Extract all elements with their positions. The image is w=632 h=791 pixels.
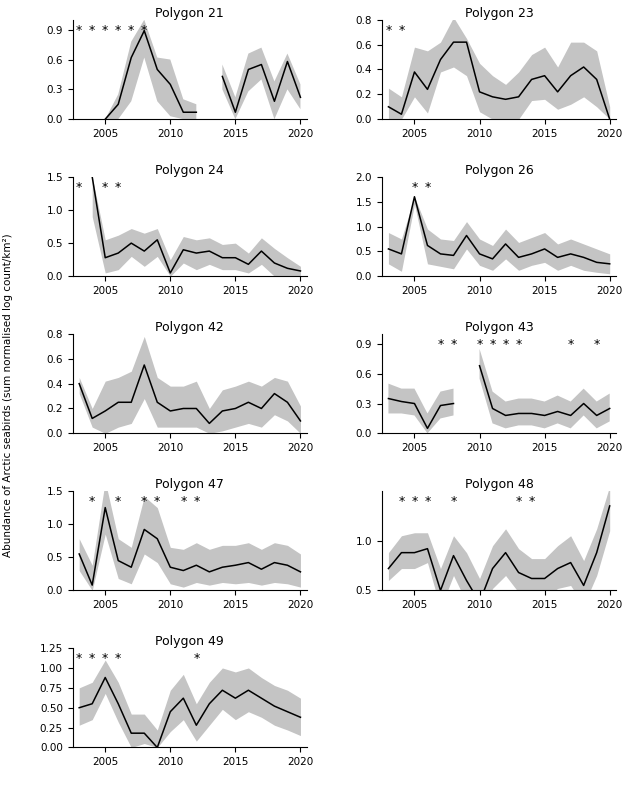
Text: *: * bbox=[516, 495, 521, 508]
Text: *: * bbox=[141, 495, 147, 508]
Text: *: * bbox=[89, 24, 95, 36]
Text: *: * bbox=[193, 495, 200, 508]
Text: *: * bbox=[398, 24, 404, 36]
Text: *: * bbox=[76, 24, 82, 36]
Text: *: * bbox=[128, 24, 135, 36]
Text: *: * bbox=[115, 495, 121, 508]
Text: *: * bbox=[115, 24, 121, 36]
Text: *: * bbox=[516, 338, 521, 351]
Title: Polygon 48: Polygon 48 bbox=[465, 478, 533, 491]
Text: *: * bbox=[386, 24, 392, 36]
Text: *: * bbox=[411, 181, 418, 194]
Text: *: * bbox=[477, 338, 483, 351]
Text: Abundance of Arctic seabirds (sum normalised log count/km²): Abundance of Arctic seabirds (sum normal… bbox=[3, 233, 13, 558]
Text: *: * bbox=[141, 24, 147, 36]
Text: *: * bbox=[154, 495, 161, 508]
Text: *: * bbox=[568, 338, 574, 351]
Text: *: * bbox=[528, 495, 535, 508]
Text: *: * bbox=[89, 652, 95, 665]
Text: *: * bbox=[180, 495, 186, 508]
Text: *: * bbox=[424, 495, 430, 508]
Text: *: * bbox=[89, 495, 95, 508]
Text: *: * bbox=[193, 652, 200, 665]
Text: *: * bbox=[76, 181, 82, 194]
Text: *: * bbox=[502, 338, 509, 351]
Text: *: * bbox=[451, 495, 457, 508]
Title: Polygon 47: Polygon 47 bbox=[155, 478, 224, 491]
Title: Polygon 42: Polygon 42 bbox=[155, 321, 224, 334]
Text: *: * bbox=[115, 652, 121, 665]
Title: Polygon 24: Polygon 24 bbox=[155, 164, 224, 177]
Title: Polygon 23: Polygon 23 bbox=[465, 7, 533, 20]
Text: *: * bbox=[102, 652, 108, 665]
Text: *: * bbox=[437, 338, 444, 351]
Title: Polygon 21: Polygon 21 bbox=[155, 7, 224, 20]
Title: Polygon 43: Polygon 43 bbox=[465, 321, 533, 334]
Text: *: * bbox=[102, 24, 108, 36]
Title: Polygon 26: Polygon 26 bbox=[465, 164, 533, 177]
Text: *: * bbox=[76, 652, 82, 665]
Text: *: * bbox=[102, 181, 108, 194]
Text: *: * bbox=[398, 495, 404, 508]
Title: Polygon 49: Polygon 49 bbox=[155, 635, 224, 648]
Text: *: * bbox=[411, 495, 418, 508]
Text: *: * bbox=[424, 181, 430, 194]
Text: *: * bbox=[593, 338, 600, 351]
Text: *: * bbox=[115, 181, 121, 194]
Text: *: * bbox=[451, 338, 457, 351]
Text: *: * bbox=[489, 338, 495, 351]
